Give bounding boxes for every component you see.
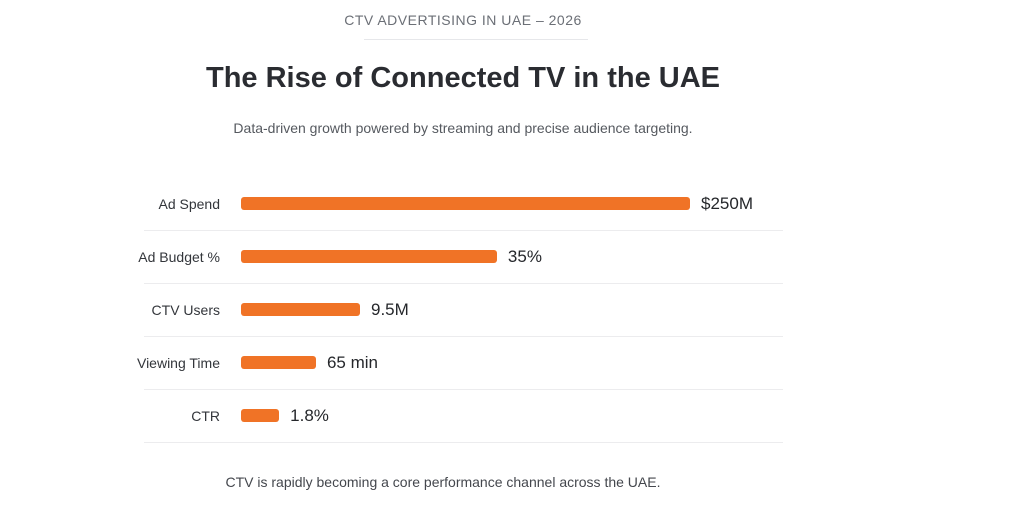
value-label: 35%	[507, 246, 542, 266]
bar-row: Ad Spend $250M	[144, 177, 783, 231]
bar	[241, 303, 360, 316]
value-label: $250M	[701, 193, 753, 213]
bar-row: CTV Users 9.5M	[144, 283, 783, 337]
footer-note: CTV is rapidly becoming a core performan…	[225, 474, 661, 490]
bar	[241, 409, 280, 422]
bar	[241, 356, 316, 369]
bar-row: Viewing Time 65 min	[137, 336, 783, 390]
category-label: CTV Users	[151, 301, 220, 318]
value-label: 9.5M	[370, 299, 409, 319]
category-label: Ad Spend	[158, 195, 221, 212]
chart-subtitle: Data-driven growth powered by streaming …	[233, 120, 693, 136]
eyebrow-label: CTV ADVERTISING IN UAE – 2026	[344, 12, 582, 28]
value-label: 65 min	[326, 352, 378, 372]
category-label: Ad Budget %	[138, 248, 220, 265]
bar-row: Ad Budget % 35%	[138, 230, 783, 284]
bar-row: CTR 1.8%	[144, 389, 783, 443]
value-label: 1.8%	[290, 405, 329, 425]
category-label: CTR	[191, 407, 220, 424]
bar	[241, 197, 690, 210]
category-label: Viewing Time	[136, 354, 220, 371]
eyebrow-divider	[364, 39, 588, 40]
chart-title: The Rise of Connected TV in the UAE	[206, 62, 720, 94]
bar	[241, 250, 497, 263]
